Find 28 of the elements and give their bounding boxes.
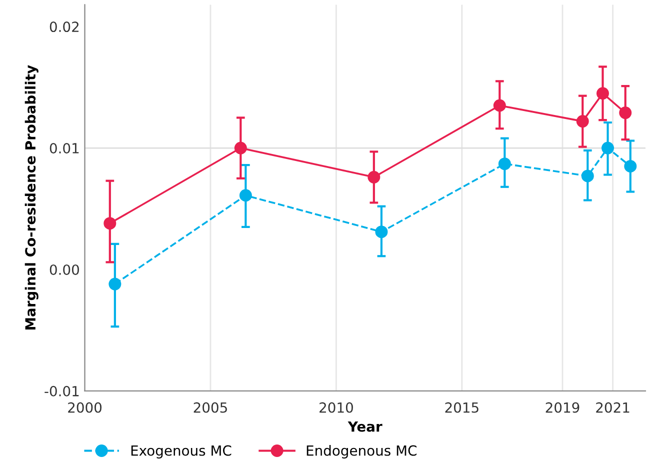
point — [619, 106, 632, 120]
x-axis-title: Year — [348, 421, 382, 432]
point — [596, 87, 609, 100]
x-tick-label: 2000 — [68, 402, 102, 413]
x-tick-label: 2015 — [445, 402, 478, 413]
x-tick-label: 2010 — [320, 402, 353, 413]
point — [498, 158, 511, 170]
y-axis-title: Marginal Co-residence Probability — [24, 65, 38, 330]
point — [581, 170, 594, 182]
x-tick-label: 2005 — [194, 402, 227, 413]
x-tick-label: 2019 — [546, 402, 580, 413]
point — [375, 226, 388, 238]
point — [239, 189, 252, 202]
legend-label: Exogenous MC — [131, 445, 232, 458]
point — [104, 217, 116, 230]
legend-label: Endogenous MC — [306, 445, 416, 458]
point — [108, 278, 122, 290]
x-tick-label: 2021 — [596, 402, 630, 413]
y-tick-label: 0.02 — [50, 22, 79, 32]
point — [602, 142, 614, 154]
y-tick-label: 0.01 — [50, 142, 79, 154]
point — [368, 170, 380, 184]
point — [234, 142, 247, 154]
y-tick-label: -0.01 — [44, 386, 79, 396]
point — [493, 99, 506, 112]
point — [576, 115, 589, 128]
y-tick-label: 0.00 — [50, 264, 79, 275]
point — [624, 160, 637, 172]
